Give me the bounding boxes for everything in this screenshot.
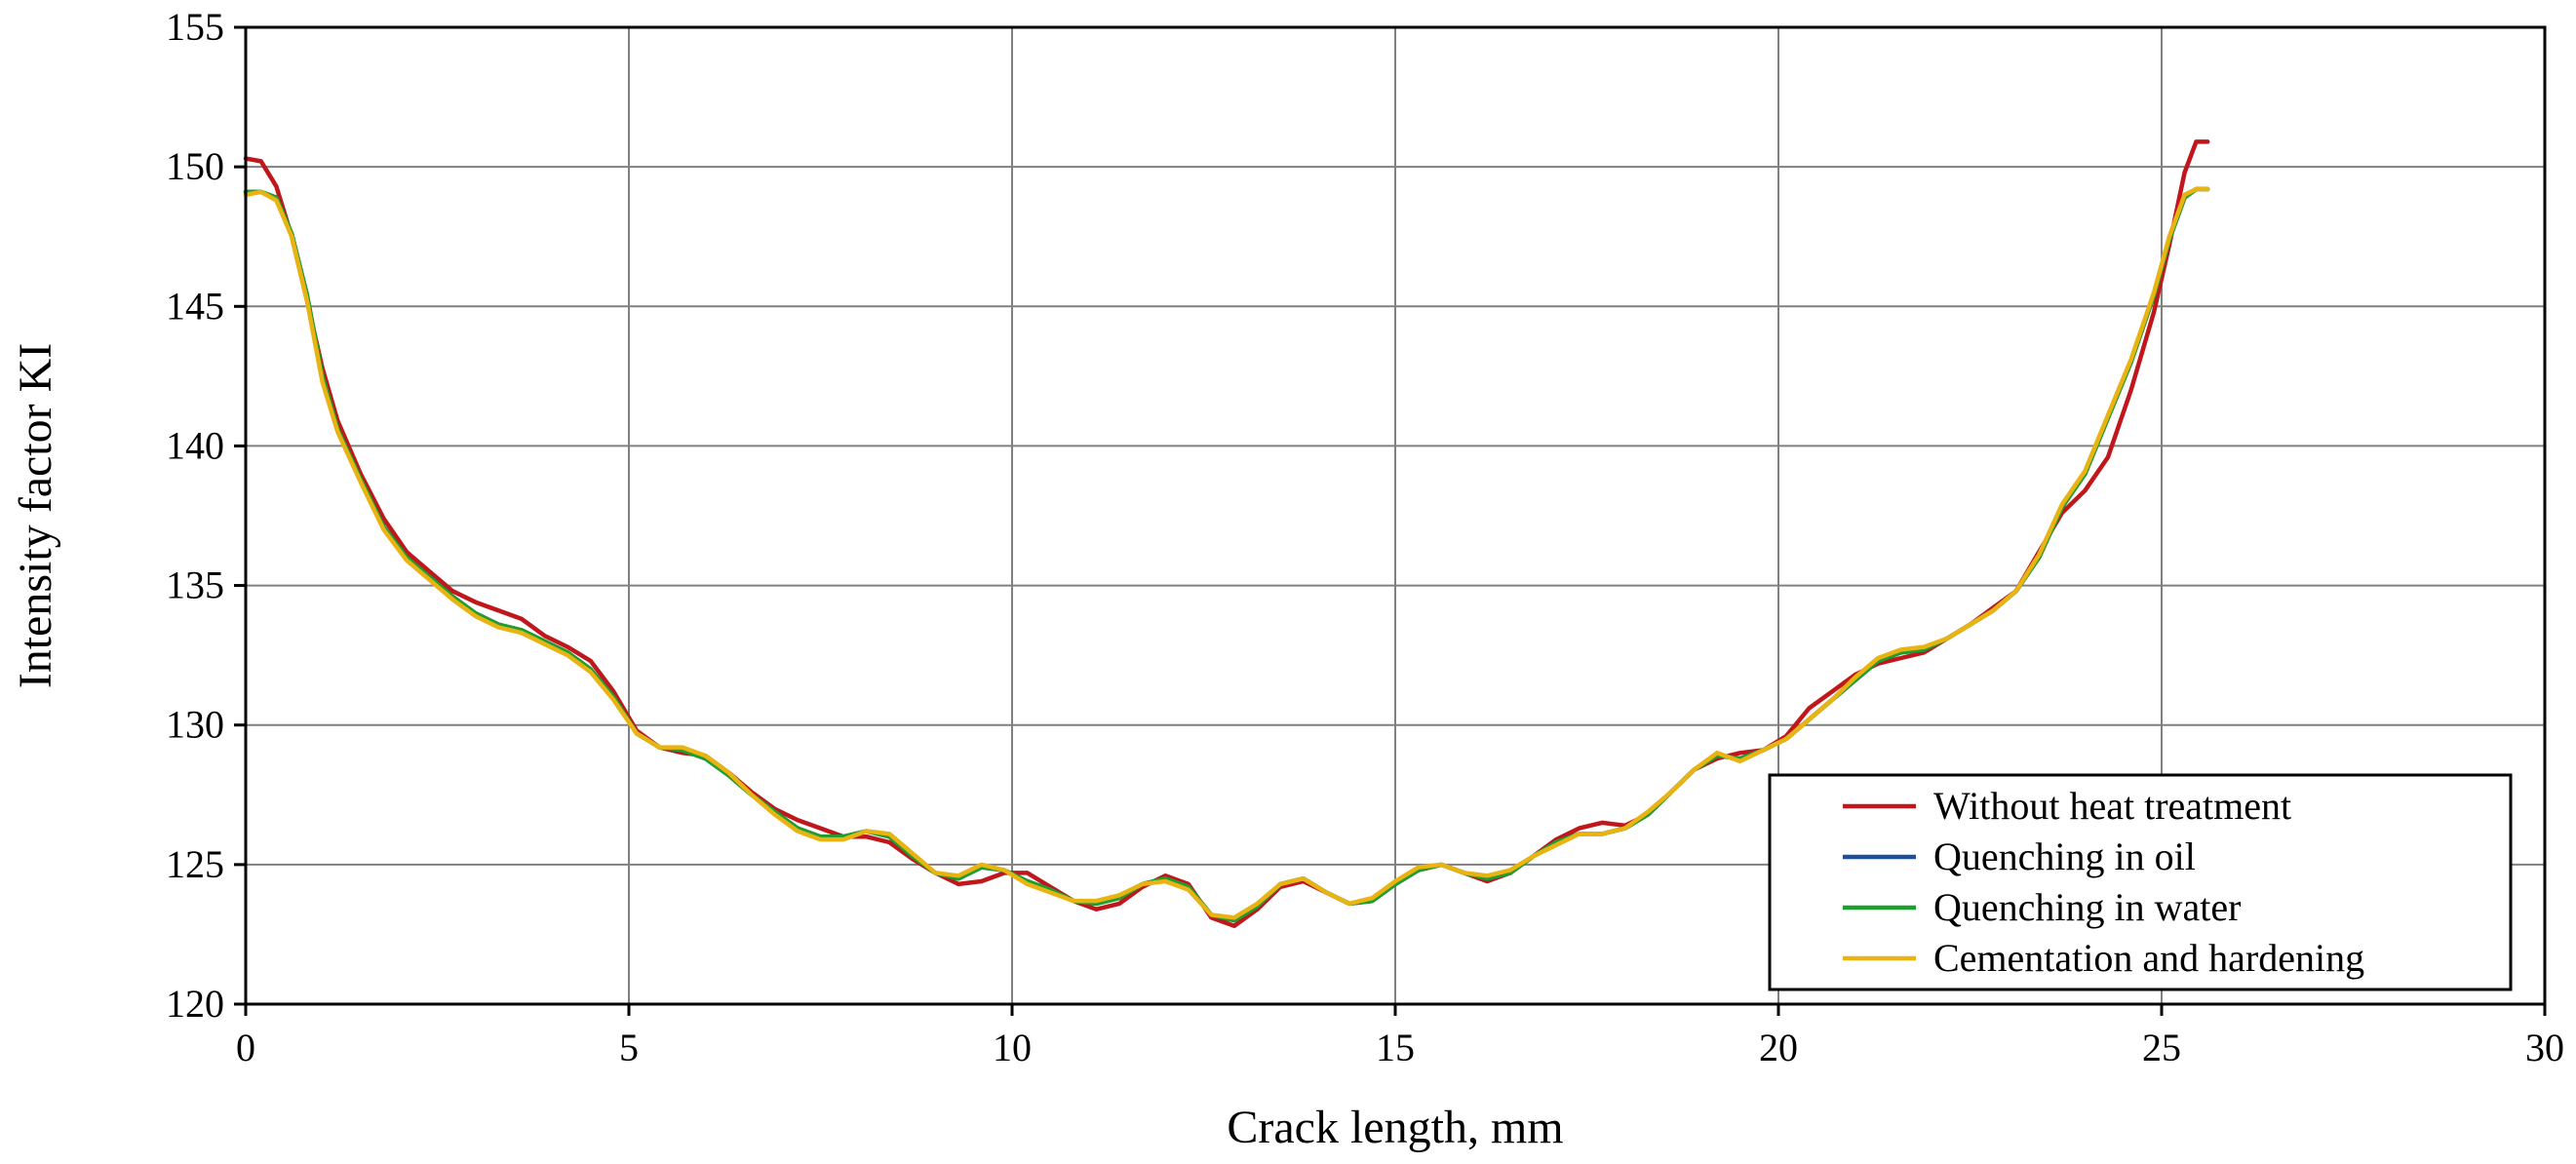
y-tick-label: 130: [166, 703, 224, 747]
y-axis-ticks: 120 125 130 135 140 145 150 155: [166, 5, 246, 1026]
legend-label: Without heat treatment: [1933, 784, 2291, 828]
y-axis-title: Intensity factor KI: [10, 343, 61, 689]
series-lines: [243, 139, 2210, 929]
legend-label: Quenching in water: [1933, 885, 2241, 929]
y-tick-label: 145: [166, 284, 224, 328]
legend-label: Quenching in oil: [1933, 834, 2196, 878]
y-tick-label: 155: [166, 5, 224, 49]
x-tick-label: 5: [619, 1026, 639, 1069]
series-line-3: [243, 186, 2210, 920]
x-tick-label: 15: [1376, 1026, 1415, 1069]
x-tick-label: 10: [993, 1026, 1032, 1069]
series-line-0: [243, 139, 2210, 929]
y-tick-label: 140: [166, 423, 224, 467]
x-tick-label: 25: [2142, 1026, 2181, 1069]
y-tick-label: 120: [166, 982, 224, 1026]
y-tick-label: 125: [166, 842, 224, 886]
legend-label: Cementation and hardening: [1933, 936, 2364, 980]
x-tick-label: 20: [1759, 1026, 1798, 1069]
x-axis-title: Crack length, mm: [1227, 1102, 1563, 1153]
x-axis-ticks: 0 5 10 15 20 25 30: [236, 1004, 2564, 1069]
y-tick-label: 150: [166, 144, 224, 188]
y-tick-label: 135: [166, 563, 224, 607]
legend: Without heat treatment Quenching in oil Qu…: [1768, 773, 2513, 991]
x-tick-label: 0: [236, 1026, 255, 1069]
x-tick-label: 30: [2525, 1026, 2564, 1069]
legend-box: [1768, 773, 2513, 991]
